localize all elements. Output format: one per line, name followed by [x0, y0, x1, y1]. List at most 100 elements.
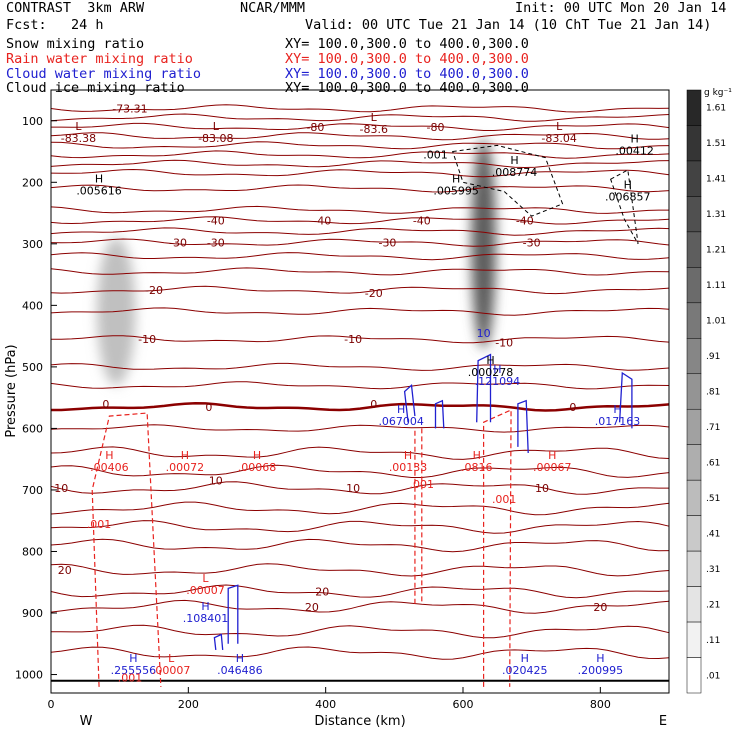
colorbar-label-11: .51	[706, 494, 720, 504]
temp-label-8: -30	[207, 237, 225, 250]
colorbar-swatch-14	[686, 586, 702, 623]
extremum-value-23: .046486	[217, 664, 263, 677]
temp-label-26: 20	[305, 601, 319, 614]
y-tick-label-1: 200	[22, 176, 43, 189]
cloud-ice-contour-1	[610, 169, 639, 245]
colorbar-swatch-6	[686, 302, 702, 339]
contour-value-label-1: .001	[410, 478, 435, 491]
cloud-water-contour-3	[618, 371, 633, 429]
y-tick-label-3: 400	[22, 299, 43, 312]
colorbar-label-9: .71	[706, 423, 720, 433]
temperature-contour-line	[50, 184, 670, 193]
colorbar-swatch-1	[686, 125, 702, 162]
extremum-marker-3: L	[556, 120, 563, 133]
temperature-contour-line	[50, 481, 669, 495]
x-tick-label-2: 400	[315, 698, 336, 711]
colorbar-label-7: .91	[706, 352, 720, 362]
colorbar-unit: g kg⁻¹	[704, 88, 732, 98]
temp-label-25: 20	[315, 585, 329, 598]
temperature-contour-line	[50, 267, 670, 276]
temp-label-3: -40	[207, 214, 225, 227]
temperature-contour-line	[50, 624, 670, 639]
temperature-contour-line	[50, 141, 670, 150]
colorbar-swatch-3	[686, 196, 702, 233]
colorbar-swatch-7	[686, 338, 702, 375]
extremum-marker-10: H	[493, 363, 501, 376]
extremum-value-24: .020425	[502, 664, 548, 677]
colorbar-swatch-5	[686, 267, 702, 304]
temp-label-20: 10	[54, 482, 68, 495]
x-axis-title: Distance (km)	[314, 714, 405, 729]
extremum-value-9: .000278	[468, 366, 514, 379]
temp-label-0: -73.31	[112, 102, 147, 115]
extremum-marker-19: L	[202, 572, 209, 585]
colorbar: 1.61 1.51 1.41 1.31 1.21 1.11 1.01 .91 .81 .71 .61…	[686, 89, 726, 694]
colorbar-label-6: 1.01	[706, 317, 726, 327]
y-axis-title: Pressure (hPa)	[4, 344, 19, 437]
extremum-value-22: .00007	[152, 664, 191, 677]
temperature-contour-line	[50, 285, 670, 295]
temperature-contour-line	[50, 168, 670, 178]
y-tick-label-5: 600	[22, 422, 43, 435]
colorbar-label-16: .01	[706, 671, 720, 681]
extremum-value-16: .00133	[389, 461, 428, 474]
extremum-marker-17: H	[473, 449, 481, 462]
colorbar-swatch-4	[686, 231, 702, 268]
temperature-contour-line	[50, 132, 670, 141]
extremum-marker-7: H	[510, 154, 518, 167]
east-label: E	[659, 714, 667, 729]
colorbar-label-2: 1.41	[706, 175, 726, 185]
temperature-contour-line	[50, 104, 670, 113]
extremum-value-2: -83.6	[359, 123, 387, 136]
west-label: W	[80, 714, 93, 729]
extremum-value-25: .200995	[578, 664, 624, 677]
center-label: NCAR/MMM	[240, 0, 306, 16]
field-cloudice-xy: XY= 100.0,300.0 to 400.0,300.0	[285, 80, 529, 96]
y-tick-label-0: 100	[22, 115, 43, 128]
field-rain-name: Rain water mixing ratio	[6, 51, 193, 67]
colorbar-swatch-2	[686, 160, 702, 197]
extremum-marker-21: H	[129, 652, 137, 665]
forecast-hour: Fcst: 24 h	[6, 17, 104, 33]
temperature-contour-line	[50, 238, 670, 247]
init-time: Init: 00 UTC Mon 20 Jan 14	[515, 0, 727, 16]
colorbar-swatch-12	[686, 515, 702, 552]
cloud-water-contour-1	[434, 399, 445, 429]
extremum-value-11: .067004	[378, 415, 424, 428]
temperature-contour-line	[50, 538, 670, 553]
temperature-contour-line	[50, 307, 670, 316]
field-rain-xy: XY= 100.0,300.0 to 400.0,300.0	[285, 51, 529, 67]
temperature-contour-line	[50, 446, 670, 460]
temperature-contour-line	[51, 335, 670, 344]
extremum-marker-20: H	[201, 600, 209, 613]
colorbar-swatch-9	[686, 408, 702, 445]
extremum-value-0: -83.38	[61, 132, 96, 145]
temperature-contour-line	[50, 646, 670, 660]
temp-label-2: -80	[427, 121, 445, 134]
extremum-value-1: -83.08	[198, 132, 233, 145]
temp-label-23: 10	[535, 482, 549, 495]
contour-labels: -73.31 -80 -80 -40 -40 -40 -40 -30 -30 -30 -30 -20 -…	[54, 102, 654, 684]
temperature-contour-line	[50, 159, 670, 169]
colorbar-swatch-13	[686, 550, 702, 587]
temp-label-27: 20	[593, 601, 607, 614]
snow-shading	[97, 139, 496, 386]
temperature-contour-line	[50, 520, 670, 534]
temp-label-7: -30	[169, 237, 187, 250]
extremum-marker-4: H	[631, 132, 639, 145]
colorbar-label-13: .31	[706, 565, 720, 575]
extremum-marker-2: L	[371, 111, 378, 124]
temp-label-10: -30	[523, 237, 541, 250]
extremum-marker-6: H	[452, 172, 460, 185]
y-tick-label-7: 800	[22, 545, 43, 558]
rain-contour-1	[414, 428, 423, 604]
extremum-value-17: .0816	[461, 461, 493, 474]
temperature-contour-line	[50, 362, 670, 371]
rain-contour-0	[91, 412, 162, 687]
colorbar-swatch-0	[686, 89, 702, 126]
extremum-marker-0: L	[75, 120, 82, 133]
extremum-marker-25: H	[596, 652, 604, 665]
temp-label-13: -10	[138, 333, 156, 346]
temperature-contour-line	[50, 113, 670, 122]
